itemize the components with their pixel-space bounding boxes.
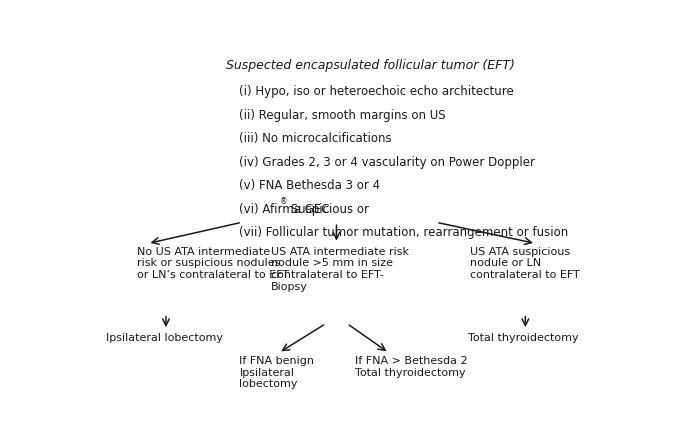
Text: (iv) Grades 2, 3 or 4 vascularity on Power Doppler: (iv) Grades 2, 3 or 4 vascularity on Pow… bbox=[240, 156, 536, 169]
Text: (i) Hypo, iso or heteroechoic echo architecture: (i) Hypo, iso or heteroechoic echo archi… bbox=[240, 85, 514, 98]
Text: (vi) Afirma GEC: (vi) Afirma GEC bbox=[240, 203, 330, 216]
Text: (iii) No microcalcifications: (iii) No microcalcifications bbox=[240, 132, 392, 145]
Text: Total thyroidectomy: Total thyroidectomy bbox=[468, 333, 578, 343]
Text: If FNA benign
Ipsilateral
lobectomy: If FNA benign Ipsilateral lobectomy bbox=[240, 356, 314, 389]
Text: US ATA suspicious
nodule or LN
contralateral to EFT: US ATA suspicious nodule or LN contralat… bbox=[471, 247, 580, 280]
Text: Ipsilateral lobectomy: Ipsilateral lobectomy bbox=[106, 333, 223, 343]
Text: US ATA intermediate risk
nodule >5 mm in size
contralateral to EFT-
Biopsy: US ATA intermediate risk nodule >5 mm in… bbox=[271, 247, 409, 292]
Text: ®: ® bbox=[280, 197, 288, 206]
Text: (v) FNA Bethesda 3 or 4: (v) FNA Bethesda 3 or 4 bbox=[240, 179, 380, 192]
Text: If FNA > Bethesda 2
Total thyroidectomy: If FNA > Bethesda 2 Total thyroidectomy bbox=[355, 356, 467, 378]
Text: (ii) Regular, smooth margins on US: (ii) Regular, smooth margins on US bbox=[240, 109, 446, 122]
Text: Suspected encapsulated follicular tumor (EFT): Suspected encapsulated follicular tumor … bbox=[226, 59, 515, 72]
Text: No US ATA intermediate
risk or suspicious nodules
or LN’s contralateral to EFT: No US ATA intermediate risk or suspiciou… bbox=[137, 247, 289, 280]
Text: Suspicious or: Suspicious or bbox=[287, 203, 369, 216]
Text: (vii) Follicular tumor mutation, rearrangement or fusion: (vii) Follicular tumor mutation, rearran… bbox=[240, 226, 569, 239]
